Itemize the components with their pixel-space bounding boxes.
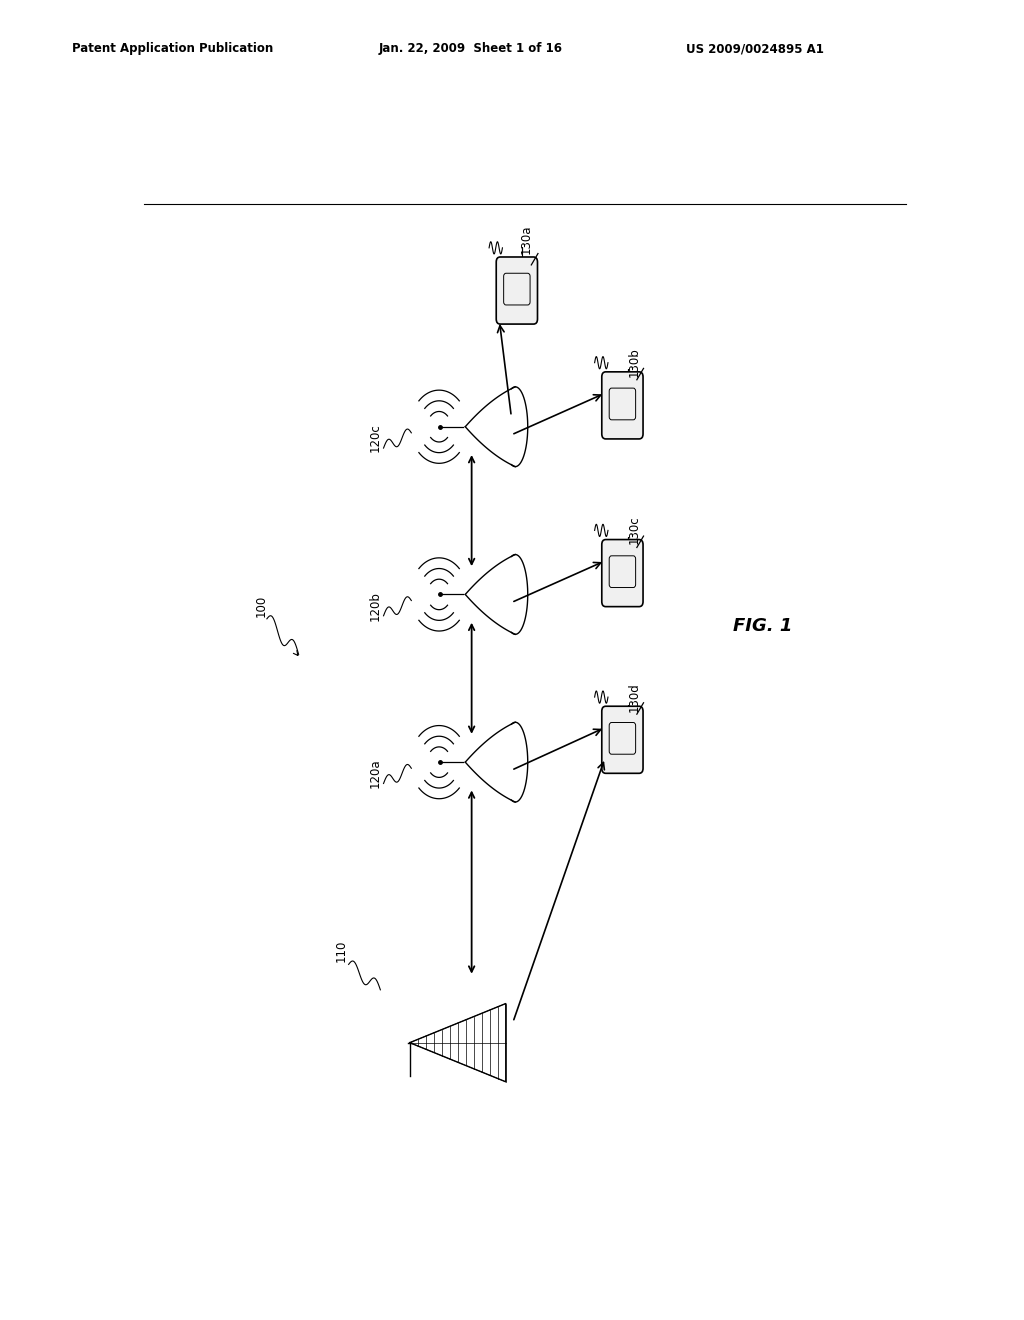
Text: 130a: 130a bbox=[520, 224, 532, 255]
Text: US 2009/0024895 A1: US 2009/0024895 A1 bbox=[686, 42, 824, 55]
Text: Jan. 22, 2009  Sheet 1 of 16: Jan. 22, 2009 Sheet 1 of 16 bbox=[379, 42, 563, 55]
Text: 120b: 120b bbox=[369, 590, 382, 620]
FancyBboxPatch shape bbox=[497, 257, 538, 325]
FancyBboxPatch shape bbox=[602, 540, 643, 607]
Text: 120c: 120c bbox=[369, 424, 382, 453]
Text: 110: 110 bbox=[334, 940, 347, 962]
FancyBboxPatch shape bbox=[602, 372, 643, 440]
Text: 130d: 130d bbox=[628, 682, 641, 711]
FancyBboxPatch shape bbox=[602, 706, 643, 774]
Text: 130c: 130c bbox=[628, 515, 641, 544]
Text: 100: 100 bbox=[255, 594, 268, 616]
Text: 120a: 120a bbox=[369, 759, 382, 788]
Text: FIG. 1: FIG. 1 bbox=[733, 616, 793, 635]
Text: Patent Application Publication: Patent Application Publication bbox=[72, 42, 273, 55]
Text: 130b: 130b bbox=[628, 347, 641, 376]
